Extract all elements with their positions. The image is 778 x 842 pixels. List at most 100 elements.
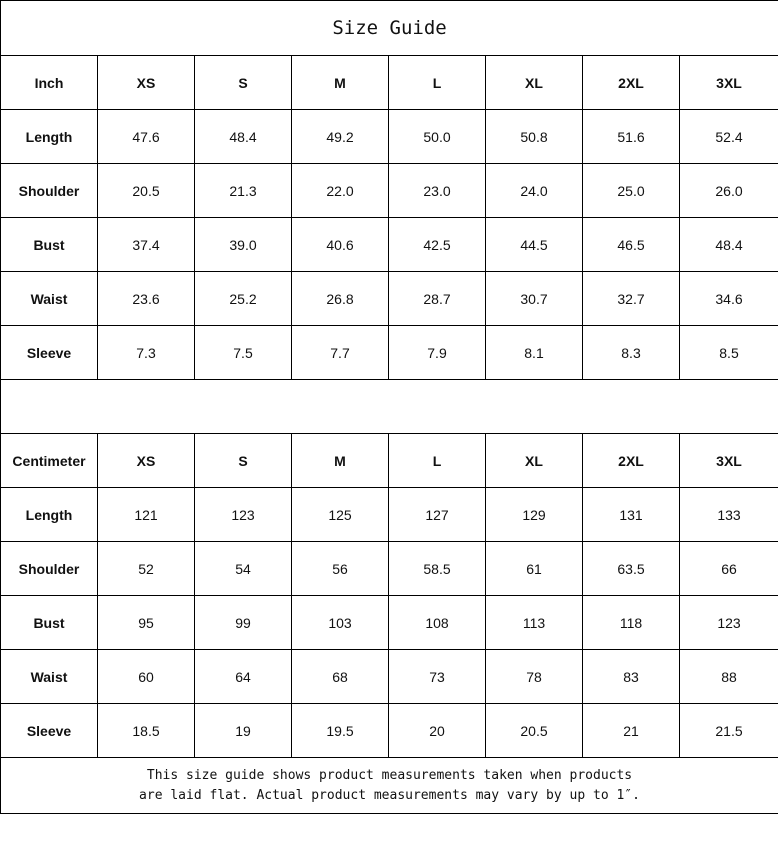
- size-header: L: [388, 55, 486, 110]
- size-header: 3XL: [678, 433, 778, 488]
- footnote-line-2: are laid flat. Actual product measuremen…: [139, 787, 640, 803]
- size-header: XL: [485, 55, 583, 110]
- header-row: Centimeter XS S M L XL 2XL 3XL: [0, 433, 778, 488]
- size-header: 3XL: [678, 55, 778, 110]
- measurement-value: 129: [485, 487, 583, 542]
- measurement-value: 118: [582, 595, 680, 650]
- spacer-cell: [0, 379, 778, 434]
- unit-header: Inch: [0, 55, 98, 110]
- measurement-value: 88: [678, 649, 778, 704]
- measurement-value: 48.4: [678, 217, 778, 272]
- measurement-value: 66: [678, 541, 778, 596]
- measurement-value: 19: [194, 703, 292, 758]
- measurement-value: 50.0: [388, 109, 486, 164]
- measurement-value: 18.5: [97, 703, 195, 758]
- size-header: L: [388, 433, 486, 488]
- measurement-value: 99: [194, 595, 292, 650]
- measurement-label: Length: [0, 109, 98, 164]
- measurement-label: Bust: [0, 217, 98, 272]
- unit-header: Centimeter: [0, 433, 98, 488]
- measurement-value: 40.6: [291, 217, 389, 272]
- measurement-label: Waist: [0, 271, 98, 326]
- measurement-value: 21: [582, 703, 680, 758]
- measurement-value: 44.5: [485, 217, 583, 272]
- measurement-label: Shoulder: [0, 541, 98, 596]
- measurement-value: 42.5: [388, 217, 486, 272]
- measurement-value: 20.5: [97, 163, 195, 218]
- measurement-label: Length: [0, 487, 98, 542]
- measurement-value: 7.5: [194, 325, 292, 380]
- measurement-value: 28.7: [388, 271, 486, 326]
- measurement-value: 83: [582, 649, 680, 704]
- measurement-value: 25.2: [194, 271, 292, 326]
- size-header: S: [194, 433, 292, 488]
- measurement-value: 73: [388, 649, 486, 704]
- table-row: Length 121 123 125 127 129 131 133: [0, 487, 778, 542]
- measurement-value: 24.0: [485, 163, 583, 218]
- measurement-value: 121: [97, 487, 195, 542]
- note-row: This size guide shows product measuremen…: [0, 757, 778, 814]
- measurement-value: 125: [291, 487, 389, 542]
- measurement-value: 64: [194, 649, 292, 704]
- measurement-value: 108: [388, 595, 486, 650]
- measurement-value: 54: [194, 541, 292, 596]
- size-header: XS: [97, 433, 195, 488]
- measurement-value: 103: [291, 595, 389, 650]
- size-header: XS: [97, 55, 195, 110]
- size-header: XL: [485, 433, 583, 488]
- measurement-value: 113: [485, 595, 583, 650]
- measurement-value: 8.5: [678, 325, 778, 380]
- measurement-value: 95: [97, 595, 195, 650]
- footnote-line-1: This size guide shows product measuremen…: [146, 767, 633, 783]
- measurement-value: 22.0: [291, 163, 389, 218]
- measurement-value: 123: [678, 595, 778, 650]
- measurement-value: 21.5: [678, 703, 778, 758]
- footnote: This size guide shows product measuremen…: [0, 757, 778, 814]
- measurement-label: Bust: [0, 595, 98, 650]
- size-header: S: [194, 55, 292, 110]
- measurement-value: 32.7: [582, 271, 680, 326]
- measurement-value: 26.0: [678, 163, 778, 218]
- measurement-value: 46.5: [582, 217, 680, 272]
- table-row: Bust 37.4 39.0 40.6 42.5 44.5 46.5 48.4: [0, 217, 778, 272]
- measurement-value: 49.2: [291, 109, 389, 164]
- table-row: Length 47.6 48.4 49.2 50.0 50.8 51.6 52.4: [0, 109, 778, 164]
- spacer-row: [0, 379, 778, 434]
- table-row: Shoulder 52 54 56 58.5 61 63.5 66: [0, 541, 778, 596]
- title-row: Size Guide: [0, 0, 778, 56]
- measurement-value: 50.8: [485, 109, 583, 164]
- size-header: M: [291, 55, 389, 110]
- measurement-value: 23.6: [97, 271, 195, 326]
- measurement-label: Sleeve: [0, 703, 98, 758]
- measurement-value: 30.7: [485, 271, 583, 326]
- measurement-value: 7.7: [291, 325, 389, 380]
- measurement-value: 78: [485, 649, 583, 704]
- measurement-value: 123: [194, 487, 292, 542]
- table-row: Sleeve 7.3 7.5 7.7 7.9 8.1 8.3 8.5: [0, 325, 778, 380]
- table-row: Sleeve 18.5 19 19.5 20 20.5 21 21.5: [0, 703, 778, 758]
- measurement-value: 131: [582, 487, 680, 542]
- measurement-value: 7.3: [97, 325, 195, 380]
- measurement-value: 25.0: [582, 163, 680, 218]
- measurement-value: 47.6: [97, 109, 195, 164]
- measurement-value: 8.3: [582, 325, 680, 380]
- size-header: M: [291, 433, 389, 488]
- measurement-value: 8.1: [485, 325, 583, 380]
- measurement-value: 19.5: [291, 703, 389, 758]
- measurement-value: 48.4: [194, 109, 292, 164]
- header-row: Inch XS S M L XL 2XL 3XL: [0, 55, 778, 110]
- measurement-value: 26.8: [291, 271, 389, 326]
- measurement-value: 56: [291, 541, 389, 596]
- measurement-label: Waist: [0, 649, 98, 704]
- measurement-value: 21.3: [194, 163, 292, 218]
- measurement-value: 60: [97, 649, 195, 704]
- measurement-label: Shoulder: [0, 163, 98, 218]
- table-row: Shoulder 20.5 21.3 22.0 23.0 24.0 25.0 26.0: [0, 163, 778, 218]
- measurement-value: 68: [291, 649, 389, 704]
- measurement-value: 127: [388, 487, 486, 542]
- measurement-value: 51.6: [582, 109, 680, 164]
- table-row: Bust 95 99 103 108 113 118 123: [0, 595, 778, 650]
- measurement-value: 37.4: [97, 217, 195, 272]
- measurement-value: 52.4: [678, 109, 778, 164]
- size-header: 2XL: [582, 55, 680, 110]
